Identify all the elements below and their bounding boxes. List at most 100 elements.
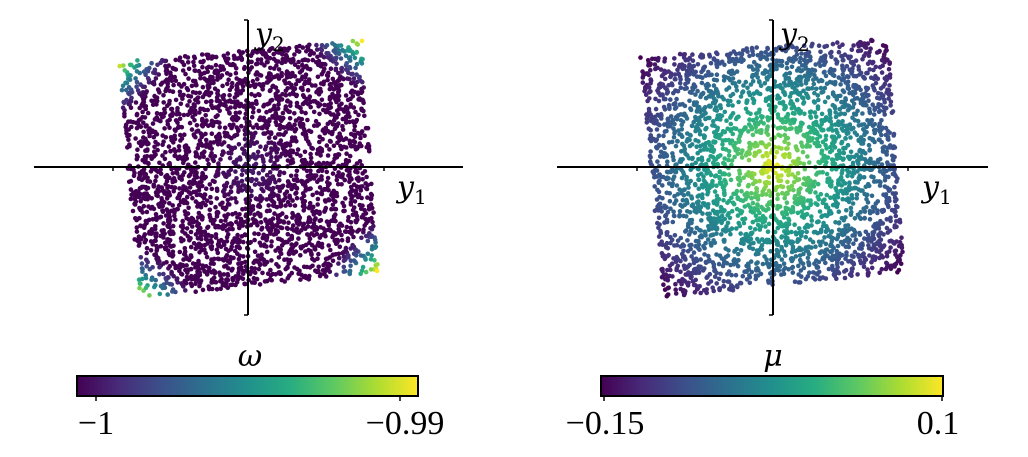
omega-point xyxy=(148,248,154,253)
omega-point xyxy=(152,93,157,99)
mu-point xyxy=(842,275,848,281)
mu-point xyxy=(833,114,839,120)
mu-point xyxy=(728,177,734,183)
omega-point xyxy=(189,276,194,282)
mu-point xyxy=(805,255,811,261)
mu-point xyxy=(745,85,750,91)
mu-point xyxy=(695,172,701,178)
omega-point xyxy=(301,193,307,199)
mu-point xyxy=(648,89,653,94)
omega-point xyxy=(368,226,373,231)
mu-point xyxy=(779,234,785,239)
mu-point xyxy=(728,121,734,127)
omega-point xyxy=(351,205,357,210)
omega-point xyxy=(129,62,134,68)
mu-point xyxy=(707,271,713,277)
omega-point xyxy=(195,215,201,220)
omega-point xyxy=(333,113,338,119)
mu-point xyxy=(812,110,818,115)
omega-point xyxy=(251,260,256,266)
omega-point xyxy=(293,82,299,87)
mu-point xyxy=(685,238,690,243)
omega-point xyxy=(286,220,291,225)
omega-point xyxy=(294,139,299,144)
omega-point xyxy=(128,105,134,110)
omega-point xyxy=(233,169,238,174)
omega-point xyxy=(344,151,349,156)
omega-point xyxy=(322,209,327,214)
omega-point xyxy=(218,202,223,207)
mu-point xyxy=(739,188,744,194)
mu-point xyxy=(835,40,840,45)
omega-point xyxy=(158,111,163,117)
mu-point xyxy=(862,129,868,134)
mu-point xyxy=(774,149,780,155)
omega-point xyxy=(341,144,347,150)
omega-point xyxy=(349,228,354,233)
omega-point xyxy=(134,69,140,74)
omega-point xyxy=(170,179,175,185)
omega-point xyxy=(330,76,336,82)
omega-point xyxy=(275,73,280,78)
mu-point xyxy=(882,100,887,105)
omega-point xyxy=(138,236,144,242)
omega-point xyxy=(227,260,232,265)
omega-point xyxy=(183,288,188,293)
mu-point xyxy=(823,229,829,234)
omega-point xyxy=(281,170,287,176)
omega-point xyxy=(353,83,358,88)
mu-point xyxy=(688,133,693,138)
omega-point xyxy=(199,151,205,156)
mu-point xyxy=(665,292,671,298)
omega-point xyxy=(290,148,296,154)
omega-point xyxy=(353,219,359,225)
mu-point xyxy=(679,251,685,257)
omega-point xyxy=(213,105,218,110)
mu-point xyxy=(702,201,707,206)
omega-point xyxy=(209,257,214,262)
omega-point xyxy=(276,102,281,107)
omega-point xyxy=(360,264,366,270)
omega-point xyxy=(147,266,153,272)
mu-point xyxy=(867,106,872,112)
mu-point xyxy=(740,89,746,94)
mu-point xyxy=(868,75,874,80)
omega-point xyxy=(356,192,362,198)
omega-point xyxy=(319,177,324,182)
omega-point xyxy=(354,61,360,67)
omega-point xyxy=(311,109,317,115)
omega-point xyxy=(268,267,273,273)
omega-point xyxy=(255,253,261,258)
omega-point xyxy=(314,42,319,48)
omega-point xyxy=(265,102,270,107)
omega-point xyxy=(345,218,351,223)
omega-point xyxy=(234,176,239,181)
omega-point xyxy=(272,141,277,146)
omega-point xyxy=(219,142,225,147)
omega-point xyxy=(340,127,346,132)
omega-point xyxy=(233,70,239,76)
omega-point xyxy=(282,78,287,83)
omega-point xyxy=(284,54,290,59)
omega-point xyxy=(170,171,176,176)
omega-point xyxy=(123,80,128,86)
omega-point xyxy=(294,151,300,157)
omega-point xyxy=(182,170,187,175)
omega-point xyxy=(227,93,232,98)
mu-point xyxy=(782,253,788,258)
omega-point xyxy=(182,252,188,257)
omega-point xyxy=(348,192,354,198)
omega-point xyxy=(223,172,228,177)
omega-point xyxy=(319,43,325,48)
omega-point xyxy=(297,120,303,126)
omega-point xyxy=(146,217,152,223)
omega-point xyxy=(277,178,282,183)
omega-point xyxy=(257,92,262,98)
omega-point xyxy=(236,116,241,121)
omega-point xyxy=(298,277,303,282)
omega-point xyxy=(331,80,337,85)
omega-point xyxy=(363,233,369,239)
mu-point xyxy=(714,64,720,70)
mu-point xyxy=(849,226,854,231)
omega-point xyxy=(268,151,273,156)
